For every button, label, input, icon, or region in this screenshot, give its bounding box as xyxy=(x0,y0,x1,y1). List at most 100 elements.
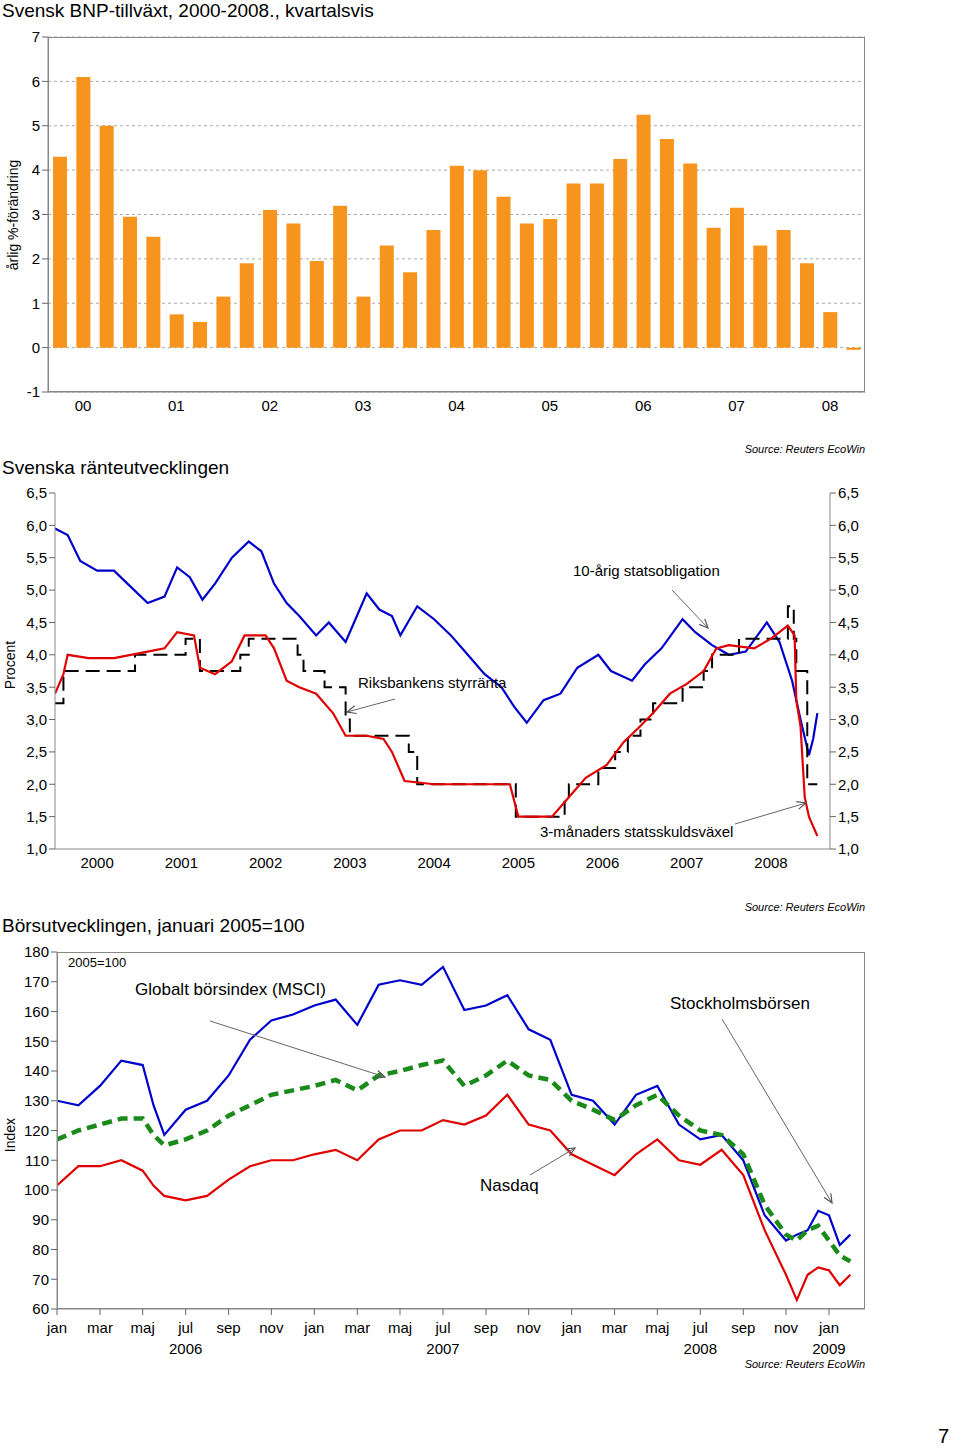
svg-text:07: 07 xyxy=(728,397,745,414)
html-text:Börsutvecklingen, januari 2005: Börsutvecklingen, januari 2005=100 xyxy=(2,915,305,936)
svg-text:jul: jul xyxy=(177,1319,193,1336)
svg-text:jul: jul xyxy=(434,1319,450,1336)
svg-text:3: 3 xyxy=(32,206,40,223)
svg-text:02: 02 xyxy=(261,397,278,414)
svg-text:2002: 2002 xyxy=(249,854,282,871)
svg-text:2004: 2004 xyxy=(417,854,450,871)
svg-text:5,5: 5,5 xyxy=(26,549,47,566)
svg-text:nov: nov xyxy=(774,1319,799,1336)
svg-text:04: 04 xyxy=(448,397,465,414)
svg-text:jan: jan xyxy=(818,1319,839,1336)
svg-text:2,0: 2,0 xyxy=(838,776,859,793)
svg-text:120: 120 xyxy=(24,1122,49,1139)
svg-text:06: 06 xyxy=(635,397,652,414)
svg-text:2006: 2006 xyxy=(586,854,619,871)
svg-text:jan: jan xyxy=(561,1319,582,1336)
svg-text:60: 60 xyxy=(32,1300,49,1317)
html-text:Nasdaq: Nasdaq xyxy=(480,1176,539,1195)
html-text:Globalt börsindex (MSCI): Globalt börsindex (MSCI) xyxy=(135,980,326,999)
html-text:2005=100: 2005=100 xyxy=(68,955,127,970)
html-text:Index: Index xyxy=(2,1117,18,1153)
svg-text:2,5: 2,5 xyxy=(26,743,47,760)
html-text:Svensk BNP-tillväxt, 2000-2008: Svensk BNP-tillväxt, 2000-2008., kvartal… xyxy=(2,0,374,21)
svg-text:180: 180 xyxy=(24,943,49,960)
svg-text:2001: 2001 xyxy=(165,854,198,871)
svg-text:2007: 2007 xyxy=(670,854,703,871)
svg-text:2000: 2000 xyxy=(80,854,113,871)
svg-text:2,5: 2,5 xyxy=(838,743,859,760)
svg-text:7: 7 xyxy=(32,28,40,45)
svg-text:100: 100 xyxy=(24,1181,49,1198)
svg-text:2006: 2006 xyxy=(169,1340,202,1357)
svg-text:130: 130 xyxy=(24,1092,49,1109)
svg-text:sep: sep xyxy=(474,1319,498,1336)
svg-text:6,5: 6,5 xyxy=(26,484,47,501)
svg-text:mar: mar xyxy=(602,1319,628,1336)
svg-text:4,0: 4,0 xyxy=(838,646,859,663)
svg-text:jan: jan xyxy=(303,1319,324,1336)
svg-text:sep: sep xyxy=(217,1319,241,1336)
svg-text:4,5: 4,5 xyxy=(838,614,859,631)
svg-text:2005: 2005 xyxy=(502,854,535,871)
svg-text:nov: nov xyxy=(517,1319,542,1336)
html-text:Riksbankens styrränta: Riksbankens styrränta xyxy=(358,674,507,691)
svg-text:90: 90 xyxy=(32,1211,49,1228)
svg-text:110: 110 xyxy=(25,1152,49,1169)
svg-text:maj: maj xyxy=(131,1319,155,1336)
svg-text:1,5: 1,5 xyxy=(26,808,47,825)
svg-text:00: 00 xyxy=(75,397,92,414)
svg-text:01: 01 xyxy=(168,397,185,414)
svg-text:1,0: 1,0 xyxy=(838,840,859,857)
svg-text:2,0: 2,0 xyxy=(26,776,47,793)
svg-text:6,5: 6,5 xyxy=(838,484,859,501)
svg-text:3,0: 3,0 xyxy=(26,711,47,728)
svg-text:jul: jul xyxy=(692,1319,708,1336)
svg-text:05: 05 xyxy=(542,397,559,414)
svg-text:2: 2 xyxy=(32,250,40,267)
svg-text:6: 6 xyxy=(32,73,40,90)
svg-text:mar: mar xyxy=(87,1319,113,1336)
svg-text:160: 160 xyxy=(24,1003,49,1020)
svg-text:2007: 2007 xyxy=(426,1340,459,1357)
svg-text:6,0: 6,0 xyxy=(26,517,47,534)
svg-text:-1: -1 xyxy=(27,383,40,400)
html-text:Svenska ränteutvecklingen: Svenska ränteutvecklingen xyxy=(2,457,230,478)
svg-text:140: 140 xyxy=(24,1062,49,1079)
html-text:Stockholmsbörsen: Stockholmsbörsen xyxy=(670,994,810,1013)
svg-text:1,5: 1,5 xyxy=(838,808,859,825)
svg-text:5,0: 5,0 xyxy=(838,581,859,598)
svg-text:4,5: 4,5 xyxy=(26,614,47,631)
svg-text:150: 150 xyxy=(24,1033,49,1050)
svg-text:3,0: 3,0 xyxy=(838,711,859,728)
svg-text:80: 80 xyxy=(32,1241,49,1258)
svg-text:0: 0 xyxy=(32,339,40,356)
svg-text:1: 1 xyxy=(32,295,40,312)
html-text:10-årig statsobligation: 10-årig statsobligation xyxy=(573,562,720,579)
svg-text:3,5: 3,5 xyxy=(26,679,47,696)
svg-text:4: 4 xyxy=(32,161,40,178)
svg-text:5,0: 5,0 xyxy=(26,581,47,598)
svg-text:5,5: 5,5 xyxy=(838,549,859,566)
svg-text:4,0: 4,0 xyxy=(26,646,47,663)
html-text:Procent: Procent xyxy=(2,640,18,690)
svg-text:6,0: 6,0 xyxy=(838,517,859,534)
svg-text:3,5: 3,5 xyxy=(838,679,859,696)
svg-text:maj: maj xyxy=(645,1319,669,1336)
svg-text:sep: sep xyxy=(731,1319,755,1336)
svg-text:2008: 2008 xyxy=(684,1340,717,1357)
html-text:3-månaders statsskuldsväxel: 3-månaders statsskuldsväxel xyxy=(540,823,734,840)
svg-text:70: 70 xyxy=(32,1271,49,1288)
svg-text:170: 170 xyxy=(24,973,49,990)
svg-text:5: 5 xyxy=(32,117,40,134)
svg-text:nov: nov xyxy=(259,1319,284,1336)
svg-text:2009: 2009 xyxy=(812,1340,845,1357)
svg-text:jan: jan xyxy=(46,1319,67,1336)
svg-text:1,0: 1,0 xyxy=(26,840,47,857)
svg-text:2008: 2008 xyxy=(754,854,787,871)
svg-text:mar: mar xyxy=(344,1319,370,1336)
svg-text:2003: 2003 xyxy=(333,854,366,871)
svg-text:maj: maj xyxy=(388,1319,412,1336)
svg-text:03: 03 xyxy=(355,397,372,414)
html-text:årlig %-förändring: årlig %-förändring xyxy=(5,159,21,271)
svg-text:08: 08 xyxy=(822,397,839,414)
